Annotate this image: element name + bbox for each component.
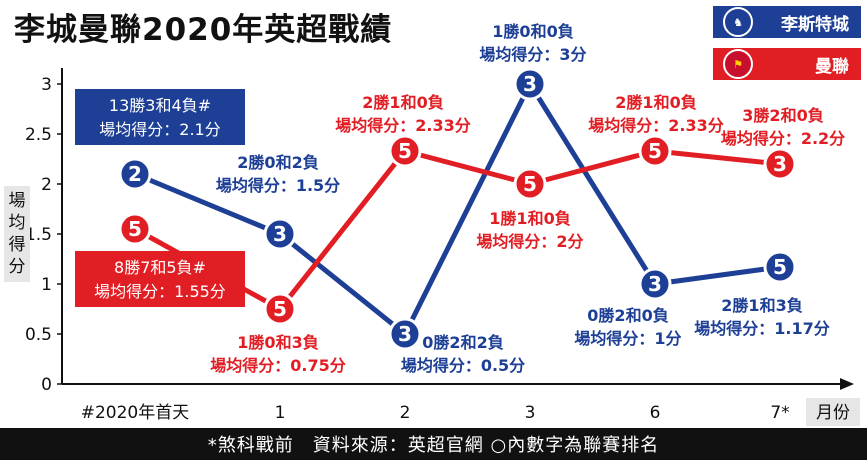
rank-label-0: 3 [398, 322, 412, 346]
legend-item-leicester: ♞ 李斯特城 [713, 6, 861, 38]
rank-label-1: 5 [273, 297, 287, 321]
data-point-0 [263, 217, 297, 251]
data-label-line1-1: 3勝2和0負 [742, 106, 823, 125]
data-point-0 [118, 157, 152, 191]
y-axis-label-char: 場 [9, 191, 26, 211]
data-label-line2-0: 場均得分：3分 [479, 45, 586, 64]
rank-label-0: 3 [273, 222, 287, 246]
data-point-1 [638, 134, 672, 168]
x-tick-label: #2020年首天 [81, 403, 190, 423]
line-chart: 0 0.5 1 1.5 2 2.5 3 #2020年首天 1 2 3 6 7* 月份 場均得分 2 3 3 3 3 5 5… [4, 22, 860, 426]
x-tick-label: 6 [650, 403, 661, 423]
summary-line2-1: 場均得分：1.55分 [94, 282, 226, 301]
data-label-line2-1: 場均得分：2分 [476, 232, 583, 251]
man-united-crest-icon: ⚑ [723, 49, 753, 79]
y-tick-label: 2.5 [25, 125, 52, 145]
data-point-0 [513, 67, 547, 101]
data-point-0 [388, 317, 422, 351]
x-axis-label: 月份 [816, 403, 850, 423]
leicester-crest-icon: ♞ [723, 7, 753, 37]
data-label-line2-0: 場均得分：0.5分 [401, 356, 525, 375]
rank-label-0: 3 [648, 272, 662, 296]
data-label-line1-0: 0勝2和0負 [587, 306, 668, 325]
legend-item-man-united: ⚑ 曼聯 [713, 48, 861, 80]
series-line-0 [134, 81, 781, 337]
data-label-line1-1: 1勝1和0負 [489, 209, 570, 228]
data-label-line1-1: 1勝0和3負 [237, 333, 318, 352]
legend-label-man-united: 曼聯 [815, 56, 849, 77]
data-label-line1-0: 1勝0和0負 [492, 22, 573, 41]
data-label-line1-0: 2勝1和3負 [721, 296, 802, 315]
y-tick-label: 1 [41, 275, 52, 295]
y-tick-label: 0.5 [25, 325, 52, 345]
data-label-line2-0: 場均得分：1.17分 [694, 319, 829, 338]
data-label-line2-0: 場均得分：1分 [574, 329, 681, 348]
data-label-line1-1: 2勝1和0負 [615, 93, 696, 112]
y-axis-label-char: 均 [9, 213, 26, 233]
x-tick-label: 3 [525, 403, 536, 423]
data-point-1 [513, 167, 547, 201]
data-label-line1-0: 0勝2和2負 [422, 333, 503, 352]
data-point-1 [763, 147, 797, 181]
data-label-line2-1: 場均得分：2.33分 [335, 116, 470, 135]
series-line-1 [133, 148, 781, 312]
rank-label-1: 5 [398, 139, 412, 163]
y-tick-label: 2 [41, 175, 52, 195]
y-label-box [4, 186, 30, 282]
rank-label-0: 2 [128, 162, 142, 186]
data-point-1 [263, 292, 297, 326]
x-tick-label: 1 [275, 403, 286, 423]
x-axis-arrow [840, 378, 854, 390]
x-tick-label: 2 [400, 403, 411, 423]
y-axis-label-char: 得 [9, 235, 26, 255]
data-label-line2-0: 場均得分：1.5分 [216, 176, 340, 195]
data-label-line2-1: 場均得分：0.75分 [210, 356, 345, 375]
rank-label-0: 3 [523, 72, 537, 96]
summary-box-1 [75, 251, 245, 307]
y-tick-label: 1.5 [25, 225, 52, 245]
data-label-line1-0: 2勝0和2負 [237, 153, 318, 172]
data-label-line2-1: 場均得分：2.33分 [588, 116, 723, 135]
rank-label-1: 5 [128, 217, 142, 241]
x-label-box [806, 398, 860, 426]
summary-box-0 [75, 89, 245, 145]
footer-source-note: *煞科戰前 資料來源：英超官網 ○內數字為聯賽排名 [0, 428, 867, 460]
y-tick-label: 0 [41, 375, 52, 395]
x-tick-label: 7* [770, 403, 789, 423]
legend-label-leicester: 李斯特城 [781, 14, 849, 35]
summary-line1-0: 13勝3和4負# [109, 96, 211, 115]
data-label-line2-1: 場均得分：2.2分 [721, 129, 845, 148]
chart-title: 李城曼聯2020年英超戰績 [14, 12, 393, 48]
summary-line1-1: 8勝7和5負# [114, 258, 206, 277]
data-label-line1-1: 2勝1和0負 [362, 93, 443, 112]
summary-line2-0: 場均得分：2.1分 [99, 120, 220, 139]
rank-label-1: 5 [648, 139, 662, 163]
rank-label-0: 5 [773, 255, 787, 279]
data-point-1 [118, 212, 152, 246]
rank-label-1: 5 [523, 172, 537, 196]
data-point-0 [638, 267, 672, 301]
data-point-0 [763, 250, 797, 284]
data-point-1 [388, 134, 422, 168]
y-tick-label: 3 [41, 75, 52, 95]
rank-label-1: 3 [773, 152, 787, 176]
y-axis-label-char: 分 [9, 257, 26, 277]
